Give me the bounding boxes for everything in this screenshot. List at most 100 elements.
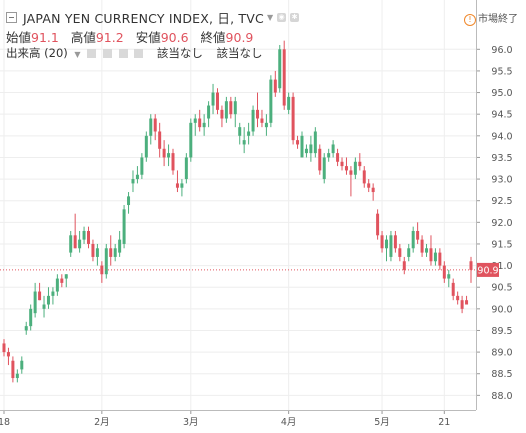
- time-axis[interactable]: 18 2月 3月 4月 5月 21: [0, 410, 476, 428]
- candles: [2, 40, 473, 383]
- candle-body: [242, 140, 246, 145]
- candle: [353, 157, 357, 180]
- candle-body: [198, 118, 202, 128]
- candle: [282, 40, 286, 110]
- candle-body: [6, 352, 10, 357]
- open-label: 始値: [6, 30, 32, 45]
- symbol-header[interactable]: JAPAN YEN CURRENCY INDEX, 日, TVC ▼ ◉ ✱: [0, 8, 300, 26]
- y-tick-label: 90.5: [491, 283, 512, 294]
- y-tick-label: 94.0: [491, 131, 512, 142]
- candle-body: [451, 282, 455, 296]
- candle-body: [433, 252, 437, 262]
- candle-body: [78, 239, 82, 249]
- gear-icon[interactable]: ✱: [290, 12, 300, 22]
- x-tick-label: 3月: [183, 417, 199, 428]
- candle-body: [367, 183, 371, 188]
- price-axis[interactable]: 88.0 88.5 89.0 89.5 90.0 90.5 91.0 91.5 92.0 92.5…: [476, 0, 513, 410]
- y-tick-label: 95.5: [491, 66, 512, 77]
- candle: [131, 170, 135, 193]
- candle-body: [29, 308, 33, 327]
- candle: [318, 144, 322, 175]
- candle-body: [229, 101, 233, 115]
- collapse-icon[interactable]: [6, 11, 17, 23]
- candle-body: [416, 230, 420, 240]
- candle: [402, 256, 406, 275]
- candle: [313, 127, 317, 158]
- y-tick-label: 95.0: [491, 88, 512, 99]
- candle: [442, 261, 446, 283]
- candle-body: [318, 148, 322, 171]
- candle: [180, 179, 184, 197]
- candle-body: [260, 118, 264, 123]
- candle-body: [273, 79, 277, 93]
- open-value: 91.1: [31, 30, 59, 45]
- candle-body: [2, 343, 6, 353]
- market-status[interactable]: ! 市場終了: [464, 10, 518, 26]
- y-tick-label: 88.5: [491, 369, 512, 380]
- candle: [60, 274, 64, 288]
- candle: [273, 70, 277, 97]
- candle: [2, 339, 6, 357]
- candle-body: [51, 291, 55, 296]
- candle: [429, 235, 433, 266]
- y-tick-label: 94.5: [491, 110, 512, 121]
- eye-icon[interactable]: ◉: [277, 12, 287, 22]
- candle-body: [331, 144, 335, 154]
- candle: [113, 243, 117, 262]
- candle-body: [100, 265, 104, 275]
- candle: [247, 122, 251, 145]
- candle: [229, 96, 233, 119]
- candle: [296, 135, 300, 149]
- y-tick-label: 93.0: [491, 175, 512, 186]
- candle: [367, 179, 371, 193]
- candle-body: [91, 243, 95, 257]
- candle-body: [256, 109, 260, 119]
- candle-body: [135, 174, 139, 180]
- candle-body: [158, 131, 162, 149]
- candle-body: [149, 118, 153, 136]
- y-tick-label: 92.5: [491, 196, 512, 207]
- candle: [340, 157, 344, 171]
- candle: [175, 170, 179, 193]
- candle: [46, 287, 50, 309]
- volume-legend[interactable]: 出来高 (20) ▼ 該当なし 該当なし: [6, 45, 263, 61]
- candle: [33, 282, 37, 318]
- plus-icon[interactable]: [118, 49, 128, 58]
- candle: [207, 101, 211, 128]
- candle-body: [238, 127, 242, 136]
- candle-body: [411, 230, 415, 249]
- candle: [202, 114, 206, 136]
- candle-body: [167, 153, 171, 158]
- eye-icon[interactable]: [87, 49, 97, 58]
- candle: [380, 230, 384, 253]
- candle-body: [353, 161, 357, 175]
- chevron-down-icon[interactable]: ▼: [74, 50, 81, 59]
- chevron-down-icon[interactable]: ▼: [266, 12, 274, 22]
- candle: [269, 75, 273, 128]
- candle: [309, 135, 313, 162]
- candle: [91, 239, 95, 262]
- candle: [24, 321, 28, 335]
- candle-body: [402, 261, 406, 270]
- candle: [158, 122, 162, 158]
- symbol-title: JAPAN YEN CURRENCY INDEX, 日, TVC: [23, 10, 264, 26]
- candle-body: [60, 278, 64, 283]
- candle: [167, 144, 171, 167]
- candle: [420, 235, 424, 257]
- candle-body: [376, 213, 380, 236]
- candle: [260, 109, 264, 128]
- candle: [291, 92, 295, 145]
- close-icon[interactable]: [134, 49, 144, 58]
- candle-body: [42, 304, 46, 309]
- gear-icon[interactable]: [102, 49, 112, 58]
- candle: [287, 92, 291, 115]
- volume-label: 出来高 (20): [6, 46, 68, 60]
- candle: [135, 166, 139, 184]
- candle-body: [344, 166, 348, 171]
- y-tick-label: 89.5: [491, 326, 512, 337]
- candle-body: [207, 105, 211, 119]
- candle-body: [398, 248, 402, 257]
- candle: [407, 243, 411, 262]
- candle: [447, 269, 451, 288]
